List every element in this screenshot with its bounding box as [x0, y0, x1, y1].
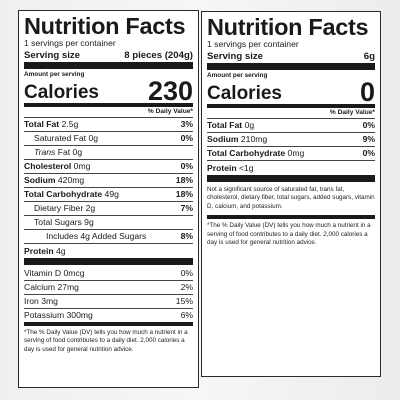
- nutrient-row: Total Fat 2.5g 3%: [24, 118, 193, 132]
- vitamin-amount: 300mg: [66, 310, 93, 320]
- vitamin-row: Potassium 300mg 6%: [24, 309, 193, 326]
- nutrient-name: Dietary Fiber: [34, 203, 84, 213]
- nutrient-name: Total Carbohydrate: [24, 189, 103, 199]
- nutrient-amount: 0mg: [73, 161, 91, 171]
- nutrient-dv: 0%: [180, 133, 193, 143]
- nutrient-name: Saturated Fat: [34, 133, 87, 143]
- vitamin-name: Iron: [24, 296, 39, 306]
- nutrient-name: Includes 4g Added Sugars: [46, 231, 147, 241]
- calories-row: Calories 0: [207, 77, 375, 107]
- nutrient-dv: 0%: [362, 148, 375, 158]
- protein-label: Protein: [207, 163, 237, 173]
- calories-label: Calories: [24, 82, 99, 103]
- calories-label: Calories: [207, 83, 282, 104]
- nutrient-dv: 3%: [180, 119, 193, 129]
- nutrient-amount: Fat 0g: [57, 147, 83, 157]
- vitamin-dv: 6%: [180, 310, 193, 320]
- protein-row: Protein 4g: [24, 244, 193, 265]
- vitamin-name: Vitamin D: [24, 268, 62, 278]
- protein-label: Protein: [24, 246, 54, 256]
- nutrient-row: Cholesterol 0mg 0%: [24, 160, 193, 174]
- nutrient-amount: 0g: [244, 120, 255, 130]
- nutrient-name: Trans: [34, 147, 56, 157]
- label-title: Nutrition Facts: [24, 13, 186, 39]
- calories-value: 230: [147, 76, 193, 106]
- label-title: Nutrition Facts: [207, 14, 369, 40]
- nutrient-row: Total Fat 0g 0%: [207, 119, 375, 133]
- vitamin-dv: 0%: [180, 268, 193, 278]
- vitamin-amount: 3mg: [41, 296, 58, 306]
- nutrient-name: Sodium: [207, 134, 239, 144]
- protein-value: <1g: [239, 163, 254, 173]
- nutrient-row: Total Carbohydrate 49g 18%: [24, 188, 193, 202]
- nutrient-name: Total Carbohydrate: [207, 148, 286, 158]
- nutrient-amount: 210mg: [240, 134, 268, 144]
- nutrient-name: Cholesterol: [24, 161, 72, 171]
- vitamin-amount: 27mg: [57, 282, 79, 292]
- nutrient-row: Total Sugars 9g: [24, 216, 193, 230]
- amount-per-serving: Amount per serving: [207, 72, 268, 79]
- nutrient-amount: 420mg: [57, 175, 85, 185]
- protein-row: Protein <1g: [207, 161, 375, 182]
- vitamin-row: Iron 3mg 15%: [24, 295, 193, 309]
- nutrient-dv: 18%: [175, 189, 193, 199]
- daily-value-header: % Daily Value*: [24, 103, 193, 118]
- nutrient-dv: 9%: [362, 134, 375, 144]
- nutrient-amount: 0mg: [287, 148, 305, 158]
- serving-size-label: Serving size: [207, 51, 263, 62]
- nutrient-amount: 2g: [85, 203, 96, 213]
- nutrient-row: Sodium 420mg 18%: [24, 174, 193, 188]
- calories-row: Calories 230: [24, 76, 193, 106]
- insignificant-source-note: Not a significant source of saturated fa…: [207, 182, 375, 220]
- serving-size-value: 6g: [363, 51, 375, 62]
- vitamin-dv: 15%: [175, 296, 193, 306]
- nutrient-dv: 7%: [180, 203, 193, 213]
- amount-per-serving: Amount per serving: [24, 71, 85, 78]
- nutrient-row: Includes 4g Added Sugars 8%: [24, 230, 193, 244]
- nutrient-amount: 9g: [84, 217, 94, 227]
- protein-value: 4g: [56, 246, 66, 256]
- vitamin-row: Vitamin D 0mcg 0%: [24, 267, 193, 281]
- servings-per-container: 1 servings per container: [207, 39, 299, 49]
- nutrition-label-right: Nutrition Facts 1 servings per container…: [201, 11, 381, 377]
- nutrient-name: Sodium: [24, 175, 56, 185]
- vitamin-amount: 0mcg: [63, 268, 85, 278]
- serving-size-value: 8 pieces (204g): [124, 50, 193, 61]
- nutrient-dv: 0%: [180, 161, 193, 171]
- nutrient-amount: 49g: [104, 189, 119, 199]
- nutrient-dv: 0%: [362, 120, 375, 130]
- nutrient-dv: 8%: [180, 231, 193, 241]
- daily-value-header: % Daily Value*: [207, 104, 375, 119]
- nutrient-row: Sodium 210mg 9%: [207, 133, 375, 147]
- nutrition-label-left: Nutrition Facts 1 servings per container…: [18, 10, 199, 388]
- daily-value-footnote: *The % Daily Value (DV) tells you how mu…: [207, 222, 371, 247]
- nutrient-amount: 2.5g: [61, 119, 79, 129]
- vitamin-dv: 2%: [180, 282, 193, 292]
- vitamin-name: Potassium: [24, 310, 65, 320]
- vitamin-row: Calcium 27mg 2%: [24, 281, 193, 295]
- nutrient-row: Trans Fat 0g: [24, 146, 193, 160]
- vitamin-name: Calcium: [24, 282, 56, 292]
- nutrient-name: Total Fat: [207, 120, 243, 130]
- nutrient-name: Total Sugars: [34, 217, 82, 227]
- nutrient-row: Dietary Fiber 2g 7%: [24, 202, 193, 216]
- nutrient-row: Total Carbohydrate 0mg 0%: [207, 147, 375, 161]
- nutrient-name: Total Fat: [24, 119, 60, 129]
- serving-size-row: Serving size 8 pieces (204g): [24, 49, 193, 69]
- nutrient-dv: 18%: [175, 175, 193, 185]
- serving-size-row: Serving size 6g: [207, 50, 375, 70]
- calories-value: 0: [359, 77, 375, 107]
- serving-size-label: Serving size: [24, 50, 80, 61]
- daily-value-footnote: *The % Daily Value (DV) tells you how mu…: [24, 329, 188, 353]
- servings-per-container: 1 servings per container: [24, 38, 116, 48]
- nutrient-amount: 0g: [88, 133, 99, 143]
- nutrient-row: Saturated Fat 0g 0%: [24, 132, 193, 146]
